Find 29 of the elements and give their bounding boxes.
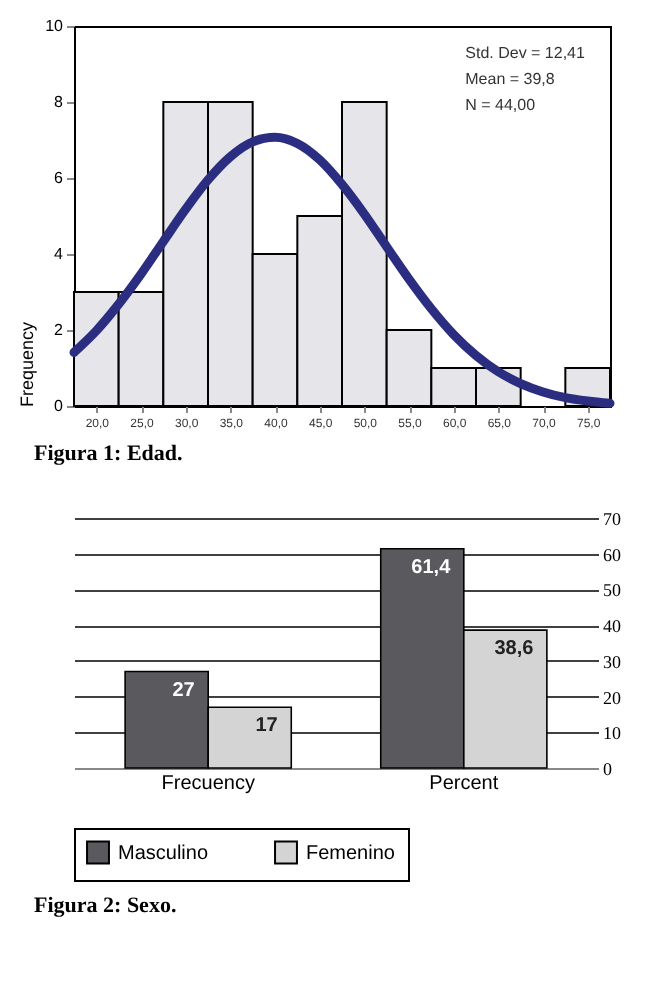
data-label: 38,6: [494, 638, 535, 661]
y-tick-label: 10: [45, 17, 65, 35]
y-tick-label: 30: [603, 651, 622, 672]
y-tick-label: 60: [603, 544, 622, 565]
annotation: N = 44,00: [465, 96, 537, 114]
text: Figura 2: Sexo.: [34, 894, 177, 918]
annotation: Mean = 39,8: [465, 70, 556, 88]
legend-label: Masculino: [118, 842, 209, 865]
line-series: [69, 132, 615, 408]
y-tick-label: 40: [603, 616, 622, 637]
y-tick-label: 0: [603, 759, 613, 779]
y-tick-label: 50: [603, 580, 622, 601]
y-tick-label: 20: [603, 687, 622, 708]
legend-label: Femenino: [306, 842, 396, 865]
y-tick-label: 10: [603, 723, 622, 744]
y-tick-label: 8: [54, 93, 65, 111]
x-tick-label: Frecuency: [161, 773, 255, 795]
data-label: 17: [255, 715, 279, 738]
y-tick-label: 70: [603, 509, 622, 529]
annotation: Std. Dev = 12,41: [465, 44, 587, 62]
y-axis-title: Frequency: [17, 320, 38, 407]
y-tick-label: 0: [54, 397, 65, 415]
y-tick-label: 4: [54, 245, 65, 263]
data-label: 61,4: [411, 556, 452, 579]
x-tick-label: Percent: [429, 773, 499, 795]
text: Figura 1: Edad.: [34, 442, 184, 466]
data-label: 27: [172, 679, 196, 702]
y-tick-label: 2: [54, 321, 65, 339]
y-tick-label: 6: [54, 169, 65, 187]
